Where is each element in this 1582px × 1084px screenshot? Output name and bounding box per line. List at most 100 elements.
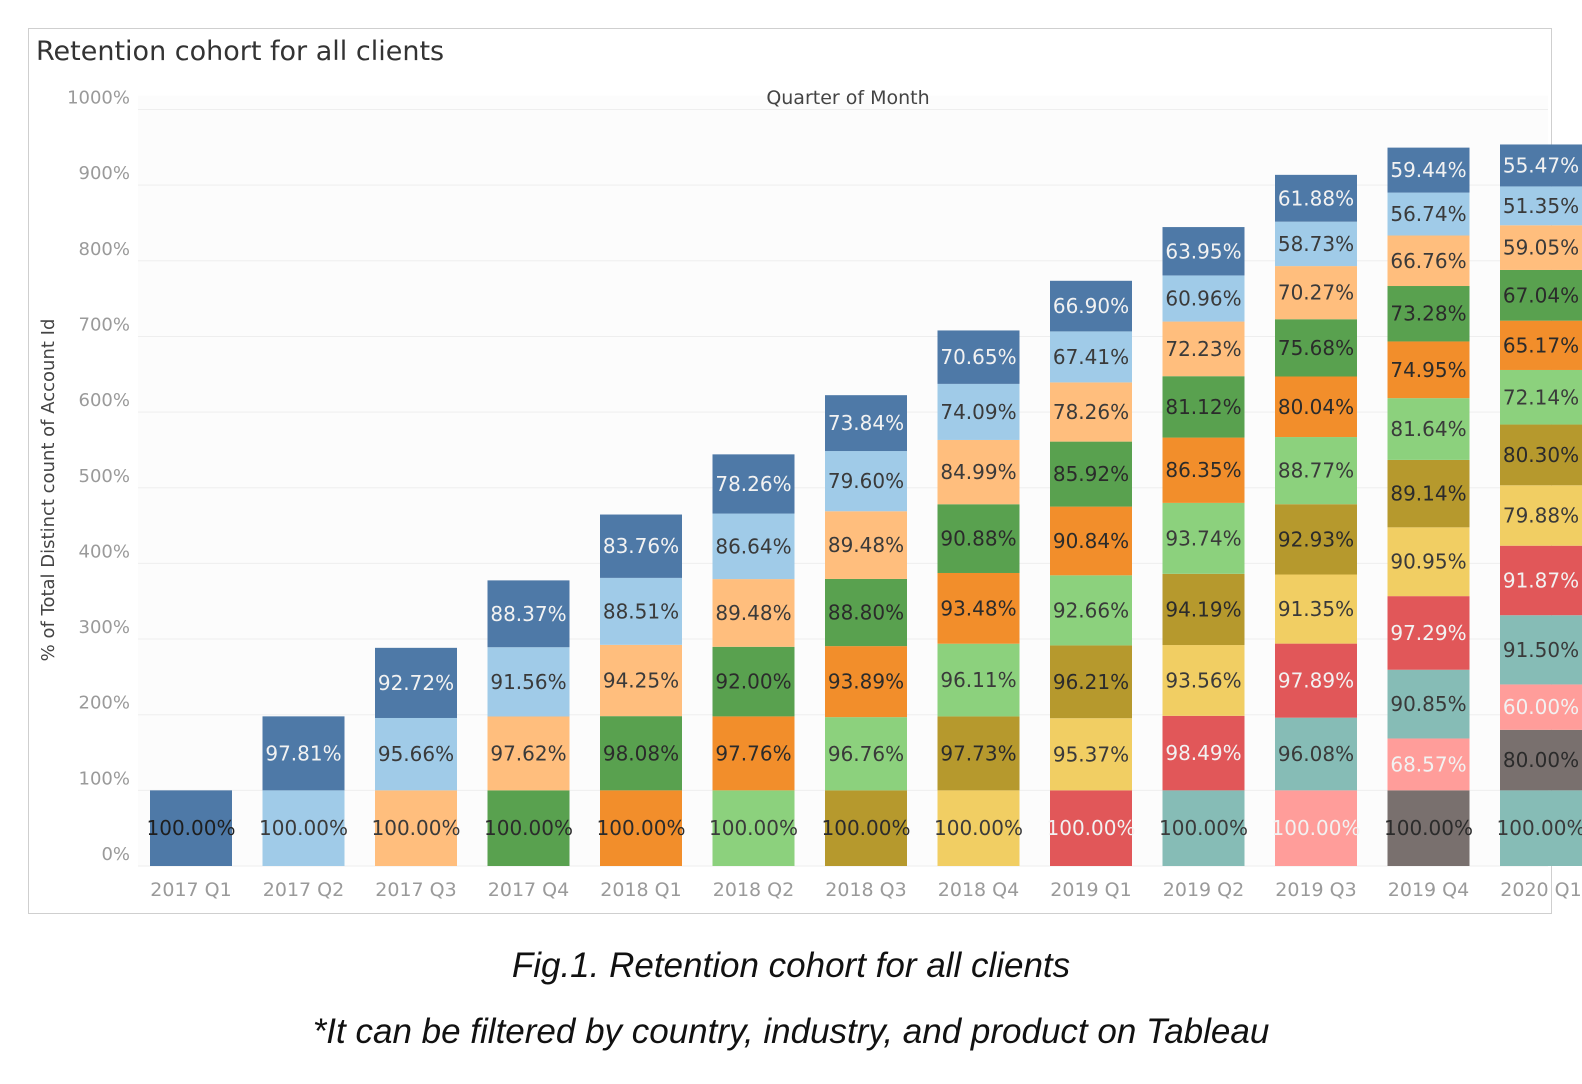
bar-segment [937, 439, 1020, 505]
bar-segment [712, 454, 795, 514]
bar-value-label: 74.09% [940, 400, 1016, 424]
bar-value-label: 65.17% [1503, 333, 1579, 357]
bar-value-label: 100.00% [822, 816, 911, 840]
bar-value-label: 96.08% [1278, 742, 1354, 766]
bar-segment [1275, 221, 1357, 267]
x-tick-label: 2020 Q1 [1500, 879, 1581, 901]
bar-value-label: 84.99% [940, 460, 1016, 484]
bar-value-label: 100.00% [259, 816, 348, 840]
x-tick-label: 2019 Q4 [1388, 879, 1469, 901]
x-tick-label: 2017 Q4 [488, 879, 569, 901]
bar-segment [487, 790, 570, 866]
bar-value-label: 51.35% [1503, 194, 1579, 218]
bar-value-label: 96.21% [1053, 670, 1129, 694]
axes: Quarter of Month % of Total Distinct cou… [38, 87, 1582, 901]
bar-value-label: 63.95% [1165, 239, 1241, 263]
bar-value-label: 89.48% [828, 533, 904, 557]
bar-segment [1500, 485, 1582, 546]
bar-value-label: 86.64% [715, 534, 791, 558]
bar-value-label: 73.28% [1390, 302, 1466, 326]
bar-segment [487, 716, 570, 791]
x-axis-title: Quarter of Month [766, 87, 929, 109]
bar-value-label: 92.93% [1278, 527, 1354, 551]
bar-segment [1275, 717, 1357, 791]
bar-segment [1387, 147, 1470, 193]
bar-segment [1275, 174, 1357, 222]
bar-value-label: 100.00% [934, 816, 1023, 840]
y-tick-label: 900% [79, 163, 130, 184]
bar-value-label: 93.74% [1165, 526, 1241, 550]
bar-value-label: 58.73% [1278, 232, 1354, 256]
bar-segment [1275, 266, 1357, 320]
bar-value-label: 75.68% [1278, 336, 1354, 360]
y-axis-title: % of Total Distinct count of Account Id [38, 319, 59, 662]
bar-segment [1050, 331, 1132, 383]
bar-value-label: 73.84% [828, 411, 904, 435]
x-tick-label: 2017 Q2 [263, 879, 344, 901]
bar-value-label: 90.88% [940, 527, 1016, 551]
y-tick-label: 600% [79, 390, 130, 411]
bar-segment [1275, 790, 1357, 866]
bar-segment [1387, 286, 1470, 342]
bar-segment [825, 451, 907, 512]
bar-segment [600, 790, 682, 866]
bar-value-label: 90.85% [1390, 692, 1466, 716]
bar-segment [262, 790, 345, 866]
bar-segment [1050, 280, 1132, 332]
bar-value-label: 92.72% [378, 671, 454, 695]
x-tick-label: 2017 Q3 [375, 879, 456, 901]
bar-segment [262, 716, 345, 791]
bar-segment [712, 790, 795, 866]
bar-value-label: 80.04% [1278, 395, 1354, 419]
bar-value-label: 74.95% [1390, 358, 1466, 382]
bar-segment [1050, 575, 1132, 646]
x-tick-label: 2018 Q1 [600, 879, 681, 901]
bar-value-label: 91.50% [1503, 638, 1579, 662]
bar-segment [600, 716, 682, 791]
bar-value-label: 100.00% [1047, 816, 1136, 840]
bar-segment [712, 646, 795, 717]
bar-segment [1050, 718, 1132, 791]
bar-segment [1162, 437, 1245, 503]
bar-segment [1275, 319, 1357, 377]
bar-segment [1387, 459, 1470, 528]
bar-value-label: 93.56% [1165, 668, 1241, 692]
bar-value-label: 98.49% [1165, 741, 1241, 765]
bar-value-label: 80.00% [1503, 748, 1579, 772]
bar-value-label: 98.08% [603, 741, 679, 765]
bar-segment [1162, 715, 1245, 791]
bar-segment [1162, 502, 1245, 574]
y-tick-label: 200% [79, 693, 130, 714]
bar-segment [937, 643, 1020, 717]
bar-value-label: 90.95% [1390, 550, 1466, 574]
bar-segment [1275, 643, 1357, 718]
bar-value-label: 72.23% [1165, 337, 1241, 361]
bar-segment [937, 790, 1020, 866]
bar-segment [712, 513, 795, 580]
bar-value-label: 61.88% [1278, 186, 1354, 210]
bar-segment [375, 647, 457, 718]
bar-segment [600, 514, 682, 578]
bar-segment [825, 646, 907, 718]
bar-segment [1500, 144, 1582, 187]
y-tick-label: 800% [79, 239, 130, 260]
bar-value-label: 89.14% [1390, 482, 1466, 506]
bar-value-label: 88.51% [603, 599, 679, 623]
bar-segment [1500, 225, 1582, 270]
bar-value-label: 88.80% [828, 601, 904, 625]
bar-segment [1500, 186, 1582, 226]
bar-segment [600, 577, 682, 645]
bar-value-label: 97.76% [715, 741, 791, 765]
x-tick-label: 2017 Q1 [150, 879, 231, 901]
bar-value-label: 95.66% [378, 742, 454, 766]
bar-value-label: 93.48% [940, 596, 1016, 620]
bar-segment [937, 330, 1020, 384]
bar-segment [712, 716, 795, 791]
bar-segment [1050, 441, 1132, 507]
bar-segment [1387, 235, 1470, 287]
bar-value-label: 94.25% [603, 669, 679, 693]
bar-value-label: 56.74% [1390, 202, 1466, 226]
y-tick-label: 300% [79, 617, 130, 638]
y-tick-label: 100% [79, 768, 130, 789]
bar-segment [1387, 596, 1470, 670]
